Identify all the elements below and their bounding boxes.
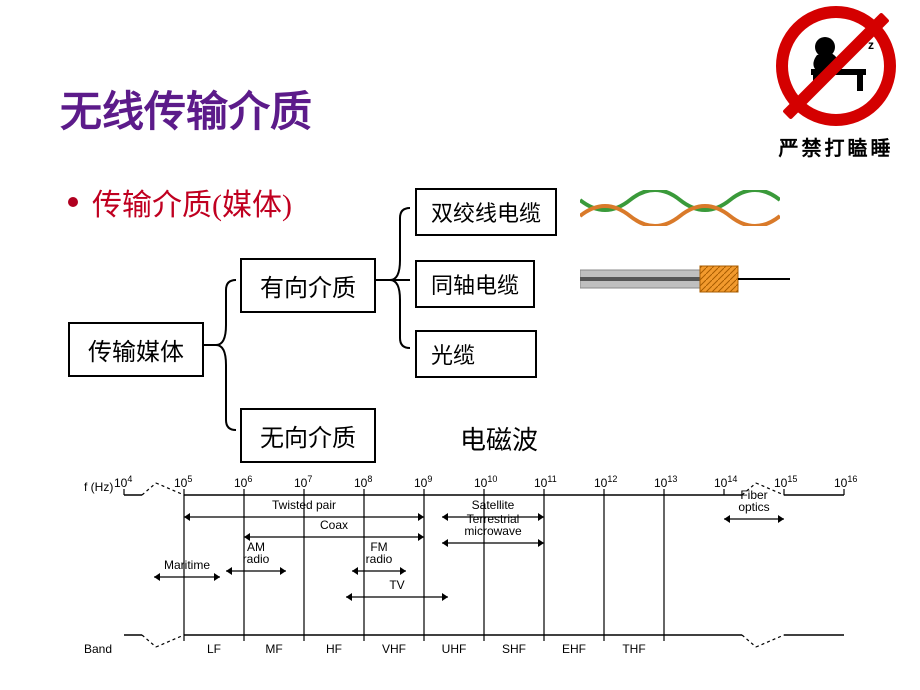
svg-text:LF: LF xyxy=(207,642,221,656)
svg-text:105: 105 xyxy=(174,474,192,490)
svg-text:microwave: microwave xyxy=(464,524,522,538)
svg-text:1011: 1011 xyxy=(534,474,557,490)
sign-caption: 严禁打瞌睡 xyxy=(774,132,898,161)
tree-leaf-fiber: 光缆 xyxy=(415,330,537,378)
svg-text:Twisted pair: Twisted pair xyxy=(272,498,336,512)
tree-leaf-twisted: 双绞线电缆 xyxy=(415,188,557,236)
page-title: 无线传输介质 xyxy=(60,78,312,139)
svg-text:MF: MF xyxy=(265,642,282,656)
frequency-spectrum-chart: f (Hz) Band 104 105 106 107 108 109 1010 1011 1012… xyxy=(84,475,874,665)
prohibition-circle: zz xyxy=(776,6,896,126)
tree-branch-guided: 有向介质 xyxy=(240,258,376,313)
svg-text:f (Hz): f (Hz) xyxy=(84,480,113,494)
em-wave-label: 电磁波 xyxy=(460,420,538,457)
svg-text:EHF: EHF xyxy=(562,642,586,656)
svg-text:1015: 1015 xyxy=(774,474,797,490)
coax-cable-icon xyxy=(580,262,790,301)
tree-root: 传输媒体 xyxy=(68,322,204,377)
svg-text:109: 109 xyxy=(414,474,432,490)
svg-text:1010: 1010 xyxy=(474,474,497,490)
svg-text:Coax: Coax xyxy=(320,518,348,532)
tree-leaf-coax: 同轴电缆 xyxy=(415,260,535,308)
svg-text:SHF: SHF xyxy=(502,642,526,656)
svg-text:1016: 1016 xyxy=(834,474,857,490)
svg-text:TV: TV xyxy=(389,578,404,592)
prohibition-slash xyxy=(782,12,889,119)
svg-text:Band: Band xyxy=(84,642,112,656)
twisted-pair-icon xyxy=(580,190,780,231)
svg-text:108: 108 xyxy=(354,474,372,490)
svg-text:THF: THF xyxy=(622,642,645,656)
svg-text:107: 107 xyxy=(294,474,312,490)
tree-branch-unguided: 无向介质 xyxy=(240,408,376,463)
svg-text:Maritime: Maritime xyxy=(164,558,210,572)
svg-text:UHF: UHF xyxy=(442,642,467,656)
no-sleeping-sign: zz 严禁打瞌睡 xyxy=(774,6,898,161)
svg-text:optics: optics xyxy=(738,500,769,514)
svg-text:104: 104 xyxy=(114,474,132,490)
svg-text:radio: radio xyxy=(243,552,270,566)
svg-text:106: 106 xyxy=(234,474,252,490)
svg-text:1013: 1013 xyxy=(654,474,677,490)
svg-text:1014: 1014 xyxy=(714,474,737,490)
media-tree-diagram: 传输媒体 有向介质 无向介质 双绞线电缆 同轴电缆 光缆 电磁波 xyxy=(60,180,860,460)
svg-text:VHF: VHF xyxy=(382,642,406,656)
spectrum-svg: f (Hz) Band 104 105 106 107 108 109 1010 1011 1012… xyxy=(84,475,874,665)
svg-text:radio: radio xyxy=(366,552,393,566)
svg-text:1012: 1012 xyxy=(594,474,617,490)
svg-text:HF: HF xyxy=(326,642,342,656)
svg-text:Satellite: Satellite xyxy=(472,498,515,512)
